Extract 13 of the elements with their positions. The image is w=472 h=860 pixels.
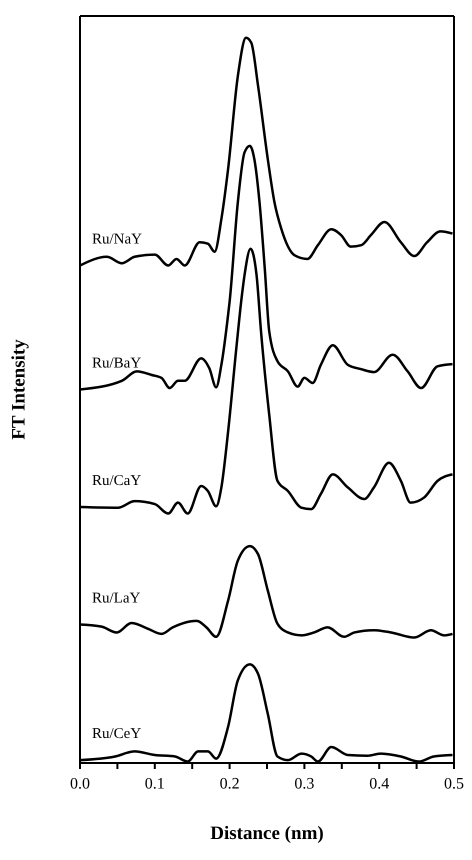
series-label: Ru/CeY [92,726,142,742]
series-label: Ru/BaY [92,356,142,372]
x-axis-title: Distance (nm) [210,823,324,844]
series-label: Ru/CaY [92,472,142,489]
x-tick-label: 0.3 [294,775,314,792]
x-tick-label: 0.2 [220,775,240,792]
y-axis-title: FT Intensity [8,338,30,440]
x-tick-label: 0.4 [369,775,390,792]
x-tick-label: 0.0 [70,775,90,792]
series-label: Ru/LaY [92,590,140,606]
x-tick-label: 0.1 [144,775,165,792]
series-label: Ru/NaY [92,231,142,248]
x-tick-label: 0.5 [444,775,464,792]
